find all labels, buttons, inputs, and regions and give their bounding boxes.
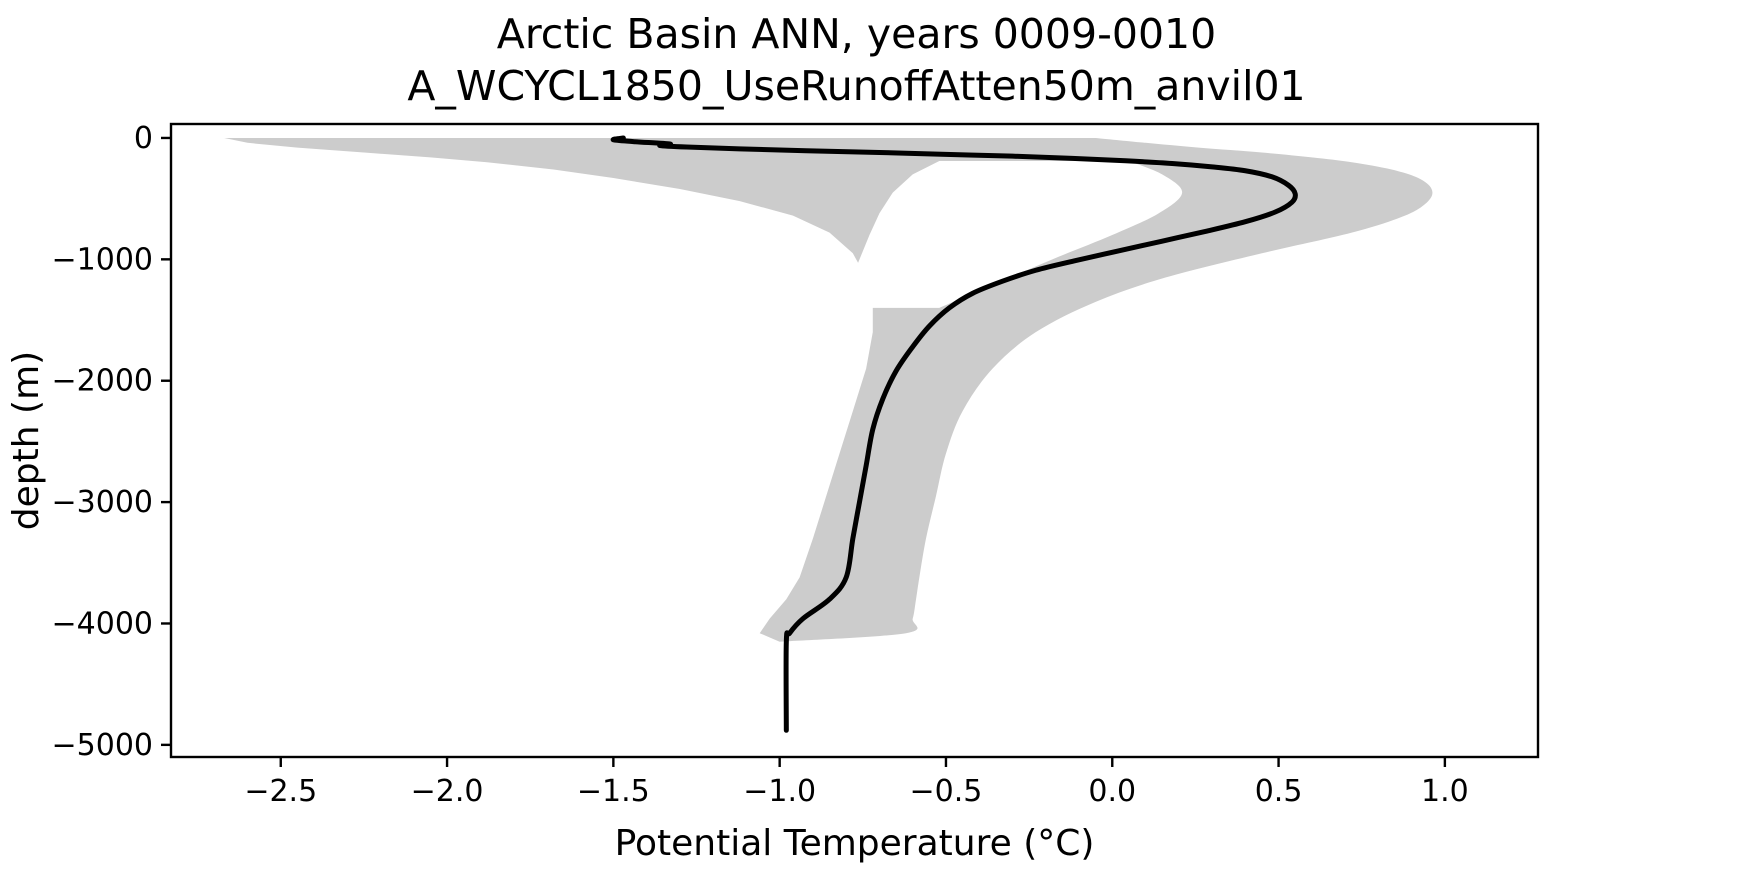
chart-title: Arctic Basin ANN, years 0009-0010 A_WCYC… bbox=[175, 8, 1538, 113]
variability-band bbox=[224, 137, 1433, 642]
y-tick-label: −4000 bbox=[52, 606, 153, 641]
y-tick-label: −2000 bbox=[52, 364, 153, 399]
x-tick-label: −0.5 bbox=[910, 774, 983, 809]
y-tick-label: −1000 bbox=[52, 242, 153, 277]
x-tick-label: −2.0 bbox=[411, 774, 484, 809]
x-tick-label: −1.0 bbox=[743, 774, 816, 809]
chart-title-line-1: Arctic Basin ANN, years 0009-0010 bbox=[496, 10, 1217, 58]
y-tick-label: −3000 bbox=[52, 485, 153, 520]
x-tick-label: −2.5 bbox=[244, 774, 317, 809]
chart-title-line-2: A_WCYCL1850_UseRunoffAtten50m_anvil01 bbox=[407, 62, 1306, 111]
axes-spines bbox=[169, 122, 1540, 759]
x-tick-label: 1.0 bbox=[1421, 774, 1469, 809]
x-axis-label: Potential Temperature (°C) bbox=[615, 823, 1095, 864]
x-tick-label: 0.0 bbox=[1088, 774, 1136, 809]
mean-profile-line bbox=[610, 135, 1298, 733]
x-axis-ticks: −2.5 −2.0 −1.5 −1.0 −0.5 0.0 0.5 1.0 bbox=[244, 757, 1469, 809]
x-tick-label: 0.5 bbox=[1255, 774, 1303, 809]
y-axis-ticks: 0 −1000 −2000 −3000 −4000 −5000 bbox=[52, 121, 171, 763]
y-axis-label: depth (m) bbox=[6, 351, 47, 530]
y-tick-label: 0 bbox=[134, 121, 153, 156]
y-tick-label: −5000 bbox=[52, 728, 153, 763]
x-tick-label: −1.5 bbox=[577, 774, 650, 809]
